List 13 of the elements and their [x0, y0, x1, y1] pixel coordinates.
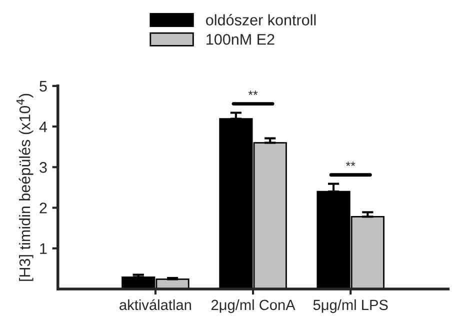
y-tick-label: 1 — [40, 243, 47, 254]
x-tick-label: 2μg/ml ConA — [211, 299, 296, 313]
legend-label: 100nM E2 — [206, 34, 274, 45]
y-tick-label: 3 — [40, 162, 47, 173]
x-tick-label: 5μg/ml LPS — [313, 299, 388, 313]
y-axis-title: [H3] timidin beépülés (x10$^{4}$) — [16, 94, 34, 281]
y-tick-label: 2 — [40, 202, 47, 214]
y-tick-label: 4 — [39, 122, 48, 132]
legend-label: oldószer kontroll — [206, 14, 316, 26]
annotation: ** — [346, 162, 356, 166]
x-tick-label: aktiválatlan — [120, 299, 191, 310]
annotation: ** — [248, 90, 258, 95]
y-tick-label: 5 — [40, 80, 47, 92]
